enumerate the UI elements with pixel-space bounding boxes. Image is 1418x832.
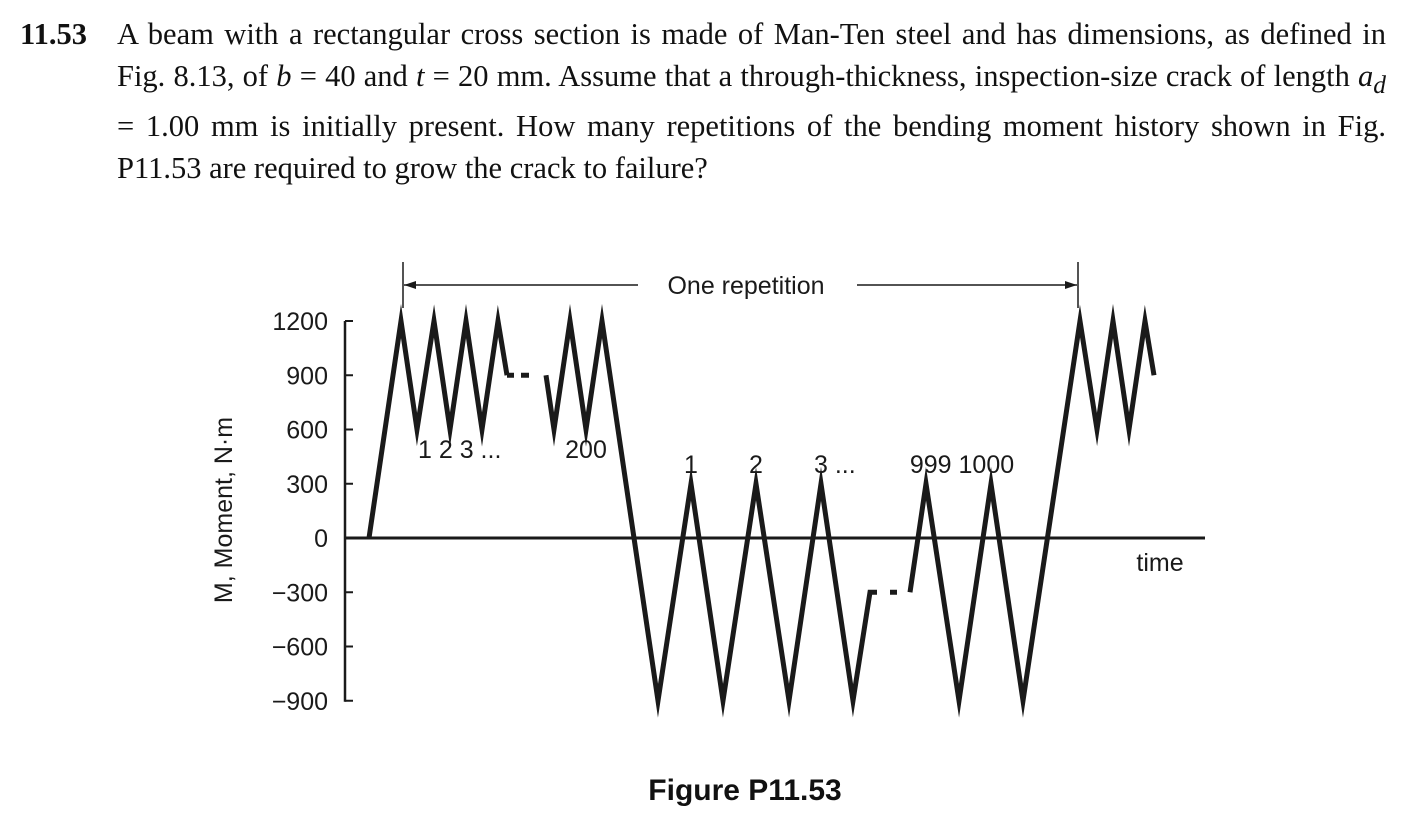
y-tick-label: −600 <box>272 634 328 662</box>
block2-end-next-repetition <box>907 303 1157 718</box>
text-part: A beam with a rectangular cross section … <box>117 17 1386 93</box>
arrowhead-right-icon <box>1065 281 1077 289</box>
y-tick-label: −900 <box>272 688 328 716</box>
problem-statement: 11.53 A beam with a rectangular cross se… <box>20 14 1386 189</box>
y-tick-label: 900 <box>286 362 328 390</box>
text-part: = 40 and <box>291 58 416 93</box>
var-a: a <box>1358 58 1374 93</box>
y-tick-label: −300 <box>272 579 328 607</box>
block2-label: 2 <box>749 451 763 479</box>
block2-last-labels: 999 1000 <box>910 451 1014 479</box>
block1-end-block2-start <box>543 303 877 718</box>
figure-caption: Figure P11.53 <box>648 774 842 807</box>
var-a-subscript: d <box>1373 70 1386 99</box>
var-t: t <box>415 58 425 93</box>
block1-start-cycles <box>366 303 510 539</box>
block2-label: 3 ... <box>814 451 856 479</box>
y-tick-label: 1200 <box>272 308 328 336</box>
problem-text: A beam with a rectangular cross section … <box>117 14 1386 189</box>
problem-number: 11.53 <box>20 17 87 51</box>
block1-cycle-labels: 1 2 3 ... <box>418 436 501 464</box>
y-tick-label: 600 <box>286 417 328 445</box>
y-tick-label: 0 <box>314 525 328 553</box>
y-tick-label: 300 <box>286 471 328 499</box>
x-axis-label: time <box>1136 549 1183 577</box>
arrowhead-left-icon <box>404 281 416 289</box>
var-b: b <box>276 58 292 93</box>
block1-last-label: 200 <box>565 436 607 464</box>
block2-label: 1 <box>684 451 698 479</box>
y-axis-label: M, Moment, N·m <box>210 417 238 603</box>
text-part: = 20 mm. Assume that a through-thickness… <box>424 58 1359 93</box>
text-part: = 1.00 mm is initially present. How many… <box>117 109 1386 185</box>
repetition-label: One repetition <box>667 272 824 300</box>
